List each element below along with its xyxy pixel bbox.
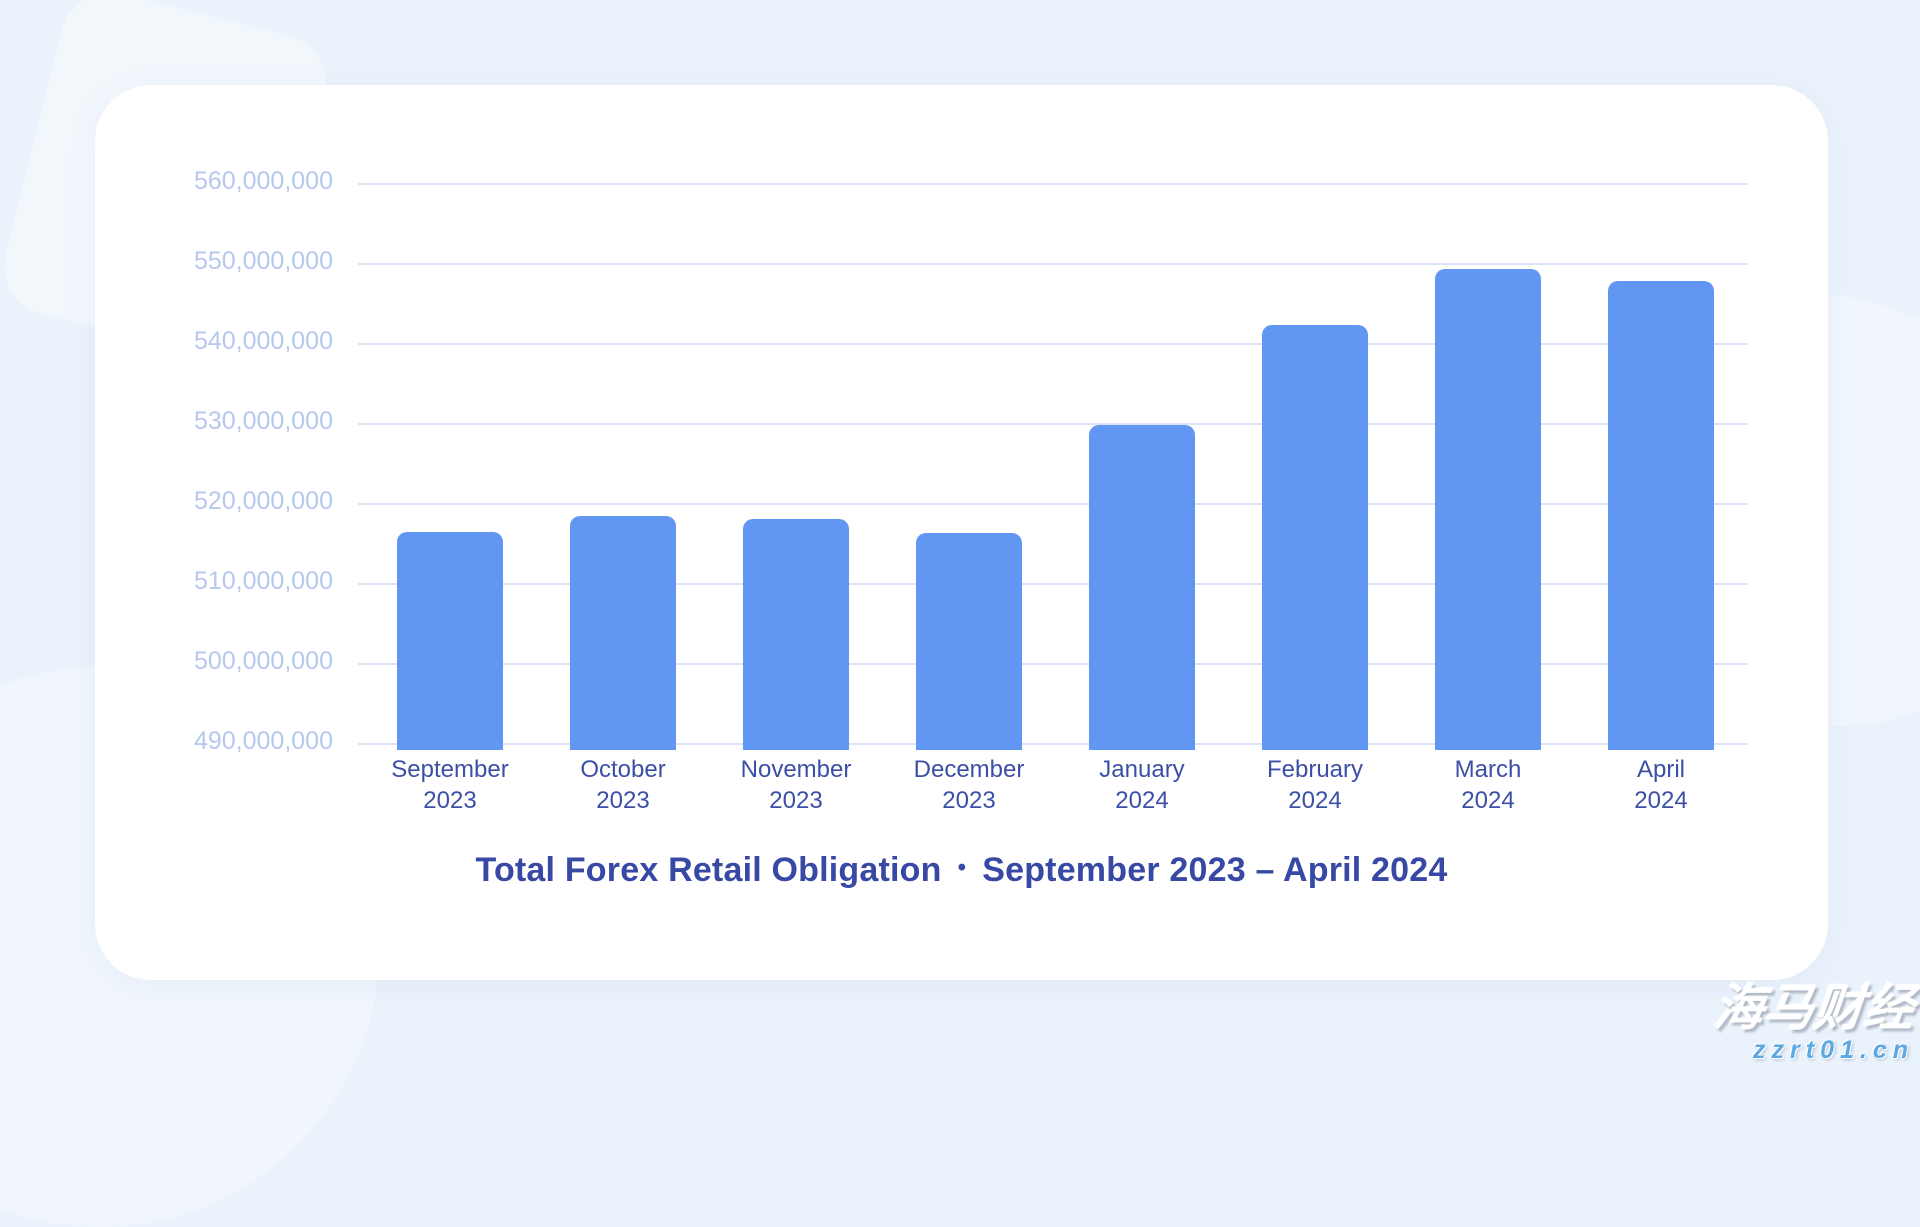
x-axis-label: September 2023	[391, 756, 509, 814]
chart-title: Total Forex Retail Obligation • September …	[95, 851, 1828, 890]
y-axis-label: 500,000,000	[193, 647, 333, 676]
bar-february-2024	[1262, 325, 1368, 750]
bar-january-2024	[1089, 425, 1195, 750]
gridline	[358, 183, 1748, 185]
y-axis-label: 520,000,000	[193, 487, 333, 516]
plot-area: 560,000,000 550,000,000 540,000,000 530,000…	[194, 167, 1748, 814]
bar-april-2024	[1608, 281, 1714, 750]
bar-december-2023	[916, 533, 1022, 750]
y-axis-label: 490,000,000	[193, 727, 333, 756]
x-axis-label: October 2023	[580, 756, 666, 814]
title-separator-dot: •	[957, 854, 967, 882]
watermark-url: zzrt01.cn	[1753, 1035, 1914, 1064]
x-axis-label: April 2024	[1634, 756, 1688, 814]
x-axis-label: November 2023	[740, 756, 852, 814]
bar-october-2023	[570, 515, 676, 750]
watermark: 海马财经 zzrt01.cn	[1710, 979, 1918, 1064]
y-axis-label: 530,000,000	[193, 407, 333, 436]
gridline	[358, 583, 1748, 585]
y-axis-label: 550,000,000	[193, 247, 333, 276]
x-axis-label: March 2024	[1454, 756, 1522, 814]
y-axis-label: 510,000,000	[193, 567, 333, 596]
gridline	[358, 263, 1748, 265]
x-axis-label: December 2023	[913, 756, 1025, 814]
watermark-brand: 海马财经	[1710, 979, 1918, 1038]
gridline	[358, 503, 1748, 505]
bar-november-2023	[743, 519, 849, 750]
gridline	[358, 743, 1748, 745]
bar-september-2023	[397, 531, 503, 750]
x-axis-label: February 2024	[1266, 756, 1364, 814]
bar-march-2024	[1435, 269, 1541, 750]
gridline	[358, 343, 1748, 345]
y-axis-label: 540,000,000	[193, 327, 333, 356]
chart-subtitle-text: September 2023 – April 2024	[982, 851, 1448, 889]
gridline	[358, 423, 1748, 425]
page-background: { "colors": { "page_background": "#eaf2f…	[95, 85, 1918, 1064]
gridline	[358, 663, 1748, 665]
x-axis-label: January 2024	[1099, 756, 1185, 814]
y-axis-label: 560,000,000	[193, 167, 333, 196]
chart-title-text: Total Forex Retail Obligation	[475, 851, 942, 889]
chart-card: 560,000,000 550,000,000 540,000,000 530,000…	[95, 85, 1828, 980]
